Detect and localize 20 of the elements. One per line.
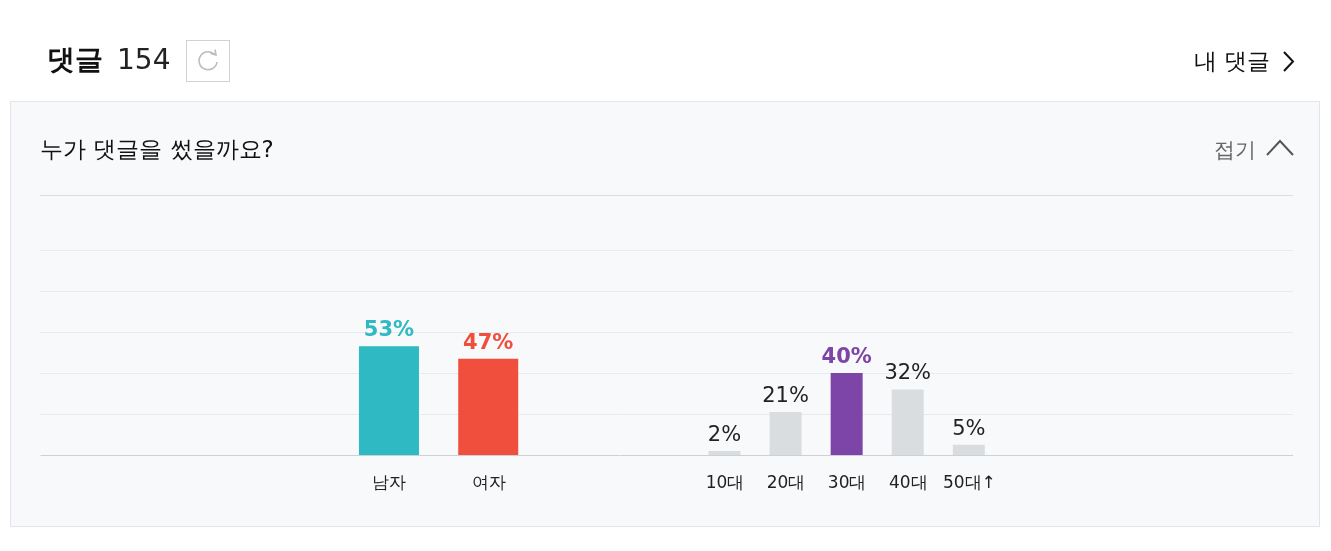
x-tick-label: 40대 [888,471,928,492]
data-label: 47% [463,329,514,354]
x-tick-label: 20대 [766,471,806,492]
bar [830,373,863,455]
text: 접기 [1214,137,1256,164]
data-label: 21% [762,382,809,407]
data-label: 5% [952,415,986,440]
data-label: 32% [884,360,932,385]
x-tick-label: 남자 [372,471,407,492]
chart-title: 누가 댓글을 썼을까요? [40,135,274,164]
data-label: 53% [363,317,415,342]
x-tick-label: 30대 [827,471,867,492]
text: 내 댓글 [1193,47,1270,76]
x-tick-label: 10대 [705,471,745,492]
text: 154 [117,42,171,78]
x-tick-label: 여자 [471,471,506,492]
data-label: 2% [707,421,742,446]
text: 댓글 [47,42,103,78]
data-label: 40% [821,344,872,368]
x-tick-label: 50대↑ [942,471,996,492]
